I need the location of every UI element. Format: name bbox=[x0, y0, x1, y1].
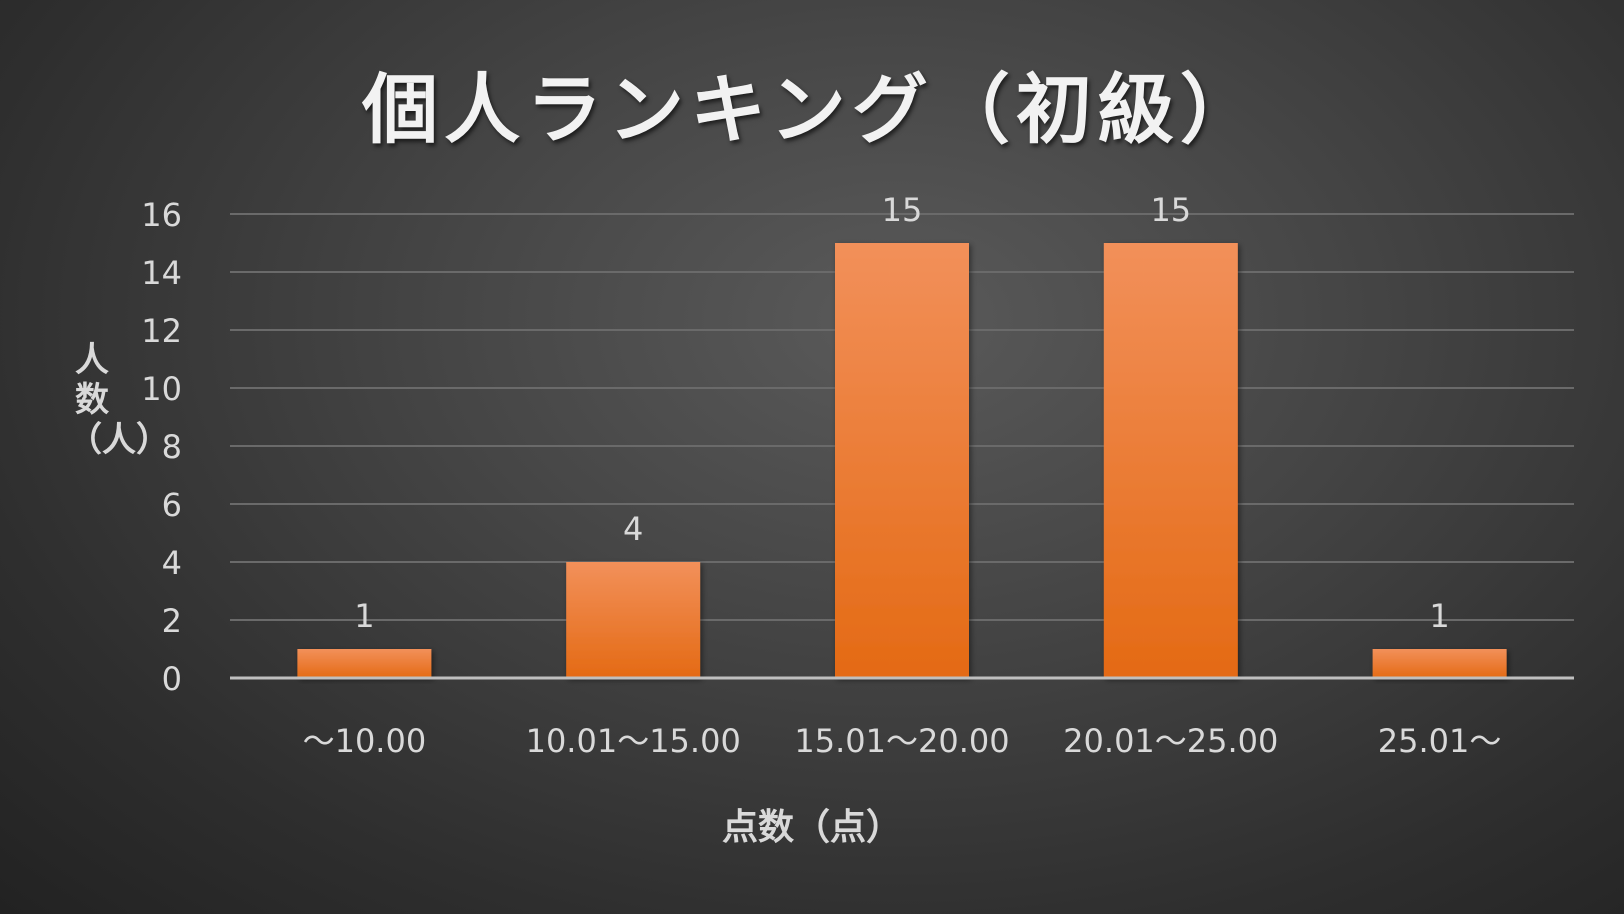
x-tick-label: 〜10.00 bbox=[303, 722, 427, 760]
x-tick-label: 10.01〜15.00 bbox=[526, 722, 741, 760]
y-tick-label: 12 bbox=[141, 312, 182, 350]
bar bbox=[1372, 649, 1507, 678]
bar bbox=[1103, 243, 1238, 678]
y-tick-label: 8 bbox=[162, 428, 182, 466]
y-tick-label: 2 bbox=[162, 602, 182, 640]
x-tick-label: 25.01〜 bbox=[1378, 722, 1502, 760]
y-tick-label: 6 bbox=[162, 486, 182, 524]
data-labels: 1 4 15 15 1 bbox=[354, 191, 1450, 635]
x-axis-ticks: 〜10.00 10.01〜15.00 15.01〜20.00 20.01〜25.00 2… bbox=[303, 722, 1502, 760]
bar bbox=[835, 243, 969, 678]
y-tick-label: 4 bbox=[162, 544, 182, 582]
data-label: 15 bbox=[1150, 191, 1191, 229]
y-tick-label: 10 bbox=[141, 370, 182, 408]
chart-title: 個人ランキング（初級） bbox=[362, 65, 1262, 154]
bar bbox=[566, 562, 701, 678]
data-label: 1 bbox=[1429, 597, 1449, 635]
y-tick-label: 14 bbox=[141, 254, 182, 292]
data-label: 1 bbox=[354, 597, 374, 635]
y-tick-label: 0 bbox=[162, 660, 182, 698]
data-label: 15 bbox=[882, 191, 923, 229]
y-axis-ticks: 0 2 4 6 8 10 12 14 16 bbox=[141, 196, 182, 698]
bar bbox=[297, 649, 432, 678]
data-label: 4 bbox=[623, 510, 643, 548]
y-tick-label: 16 bbox=[141, 196, 182, 234]
x-tick-label: 20.01〜25.00 bbox=[1063, 722, 1278, 760]
bars bbox=[297, 243, 1507, 678]
x-axis-label: 点数（点） bbox=[721, 807, 902, 848]
x-tick-label: 15.01〜20.00 bbox=[794, 722, 1009, 760]
